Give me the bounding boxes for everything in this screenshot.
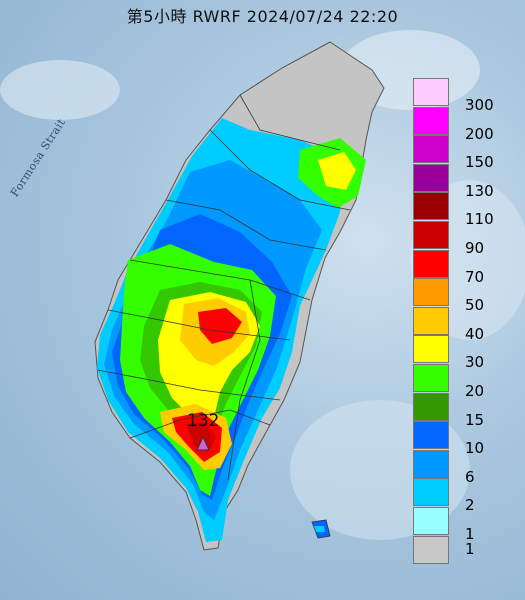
- orchid-island: [314, 526, 325, 532]
- legend-label: 150: [465, 153, 494, 172]
- legend-swatch: [413, 106, 449, 135]
- legend-swatch: [413, 364, 449, 392]
- legend-label: 1: [465, 525, 475, 543]
- legend-label: 20: [465, 382, 485, 400]
- legend-swatch: [413, 478, 449, 507]
- legend-swatch: [413, 335, 449, 364]
- legend-swatch: [413, 135, 449, 164]
- legend-label: 130: [465, 181, 494, 200]
- legend-label: 15: [465, 410, 485, 429]
- legend-swatch: [413, 449, 449, 478]
- legend-label: 70: [465, 267, 485, 286]
- legend-swatch: [413, 163, 449, 192]
- legend-label: 300: [465, 96, 494, 114]
- map-title: 第5小時 RWRF 2024/07/24 22:20: [126, 7, 399, 26]
- legend-swatch: [413, 507, 449, 535]
- legend-label: 6: [465, 467, 475, 486]
- legend-swatch: [413, 421, 449, 450]
- legend-swatch: [413, 392, 449, 421]
- rain-zone-south-110mm: [186, 422, 216, 452]
- peak-value: 132: [187, 411, 220, 431]
- legend-swatch: [413, 249, 449, 278]
- legend-swatch: [413, 192, 449, 221]
- triangle-marker-icon: [196, 435, 210, 451]
- legend-swatch: [413, 278, 449, 307]
- legend-label: 40: [465, 324, 485, 343]
- legend-label: 30: [465, 353, 485, 372]
- legend-swatch: [413, 535, 449, 564]
- legend-label: 110: [465, 210, 494, 229]
- legend-swatch: [413, 221, 449, 249]
- legend-label: 10: [465, 439, 485, 458]
- legend-label: 2: [465, 496, 475, 515]
- county-boundaries: [97, 94, 351, 481]
- legend-swatch: [413, 78, 449, 106]
- legend-label: 1: [465, 539, 475, 558]
- rain-zone-70mm: [198, 308, 242, 344]
- legend-swatch: [413, 306, 449, 335]
- legend-label: 200: [465, 124, 494, 143]
- rain-zone-north-yellow: [318, 152, 356, 190]
- legend-label: 90: [465, 239, 485, 257]
- legend-label: 50: [465, 296, 485, 315]
